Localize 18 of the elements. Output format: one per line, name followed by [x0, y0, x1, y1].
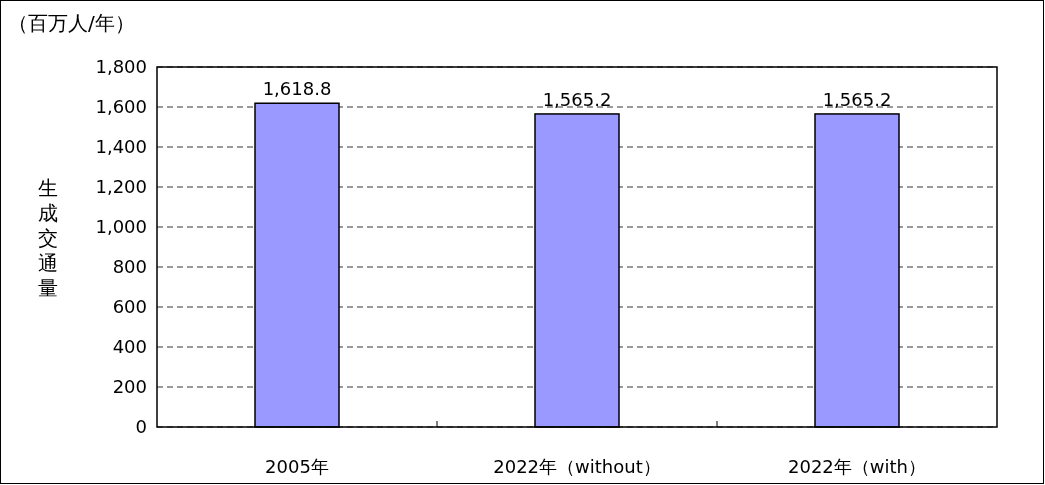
y-tick-label: 1,200 — [95, 176, 147, 198]
data-label: 1,565.2 — [542, 88, 612, 110]
y-tick-label: 600 — [112, 296, 147, 318]
y-tick-label: 1,000 — [95, 216, 147, 238]
y-tick-label: 1,600 — [95, 96, 147, 118]
x-tick-label: 2005年 — [265, 456, 329, 477]
y-tick-label: 800 — [112, 256, 147, 278]
y-tick-label: 1,400 — [95, 136, 147, 158]
x-tick-label: 2022年（with） — [788, 456, 926, 477]
y-tick-label: 200 — [112, 376, 147, 398]
text: （百万人/年） — [8, 11, 135, 35]
data-label: 1,565.2 — [822, 88, 892, 110]
y-tick-label: 1,800 — [95, 56, 147, 78]
y-tick-label: 0 — [135, 416, 147, 438]
y-axis-title: 生成交通量 — [38, 176, 58, 300]
x-tick-label: 2022年（without） — [493, 456, 661, 477]
data-label: 1,618.8 — [262, 78, 332, 100]
y-tick-label: 400 — [112, 336, 147, 358]
